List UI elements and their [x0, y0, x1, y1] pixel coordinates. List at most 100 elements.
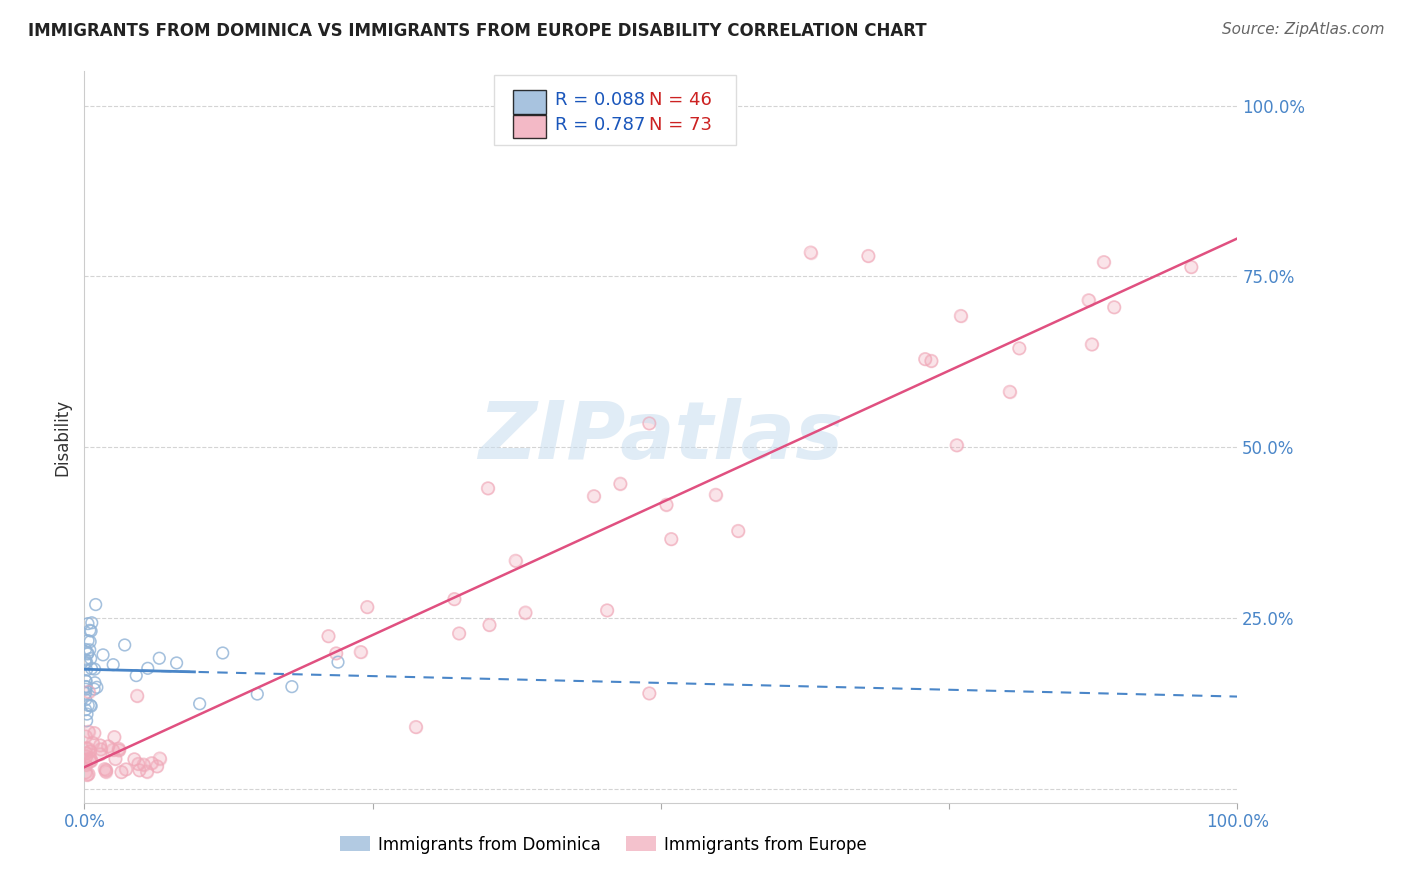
- Point: [945, 438, 967, 452]
- Point: [79, 751, 101, 765]
- Point: [83, 682, 105, 697]
- Point: [79, 624, 101, 638]
- Point: [76, 663, 98, 677]
- Point: [75, 749, 97, 764]
- Point: [75, 656, 97, 670]
- Point: [97, 739, 120, 754]
- Point: [76, 768, 98, 782]
- Point: [1081, 337, 1104, 351]
- Text: R = 0.088: R = 0.088: [555, 92, 645, 110]
- Point: [146, 759, 169, 773]
- Point: [83, 662, 105, 676]
- Point: [103, 657, 124, 672]
- Point: [79, 698, 101, 713]
- Point: [1180, 260, 1202, 274]
- Point: [75, 674, 97, 689]
- Point: [83, 726, 105, 740]
- Point: [141, 756, 163, 771]
- Point: [477, 481, 499, 495]
- Point: [80, 662, 103, 676]
- Point: [609, 476, 631, 491]
- Point: [727, 524, 749, 538]
- Point: [76, 707, 98, 722]
- Point: [132, 757, 155, 772]
- Point: [136, 661, 159, 675]
- Point: [94, 764, 117, 779]
- Point: [326, 655, 349, 669]
- Point: [166, 656, 188, 670]
- Point: [477, 481, 499, 495]
- Text: Source: ZipAtlas.com: Source: ZipAtlas.com: [1222, 22, 1385, 37]
- Point: [83, 662, 105, 676]
- Point: [77, 633, 100, 648]
- Point: [75, 642, 97, 657]
- Point: [114, 763, 136, 777]
- Point: [77, 685, 100, 699]
- Point: [356, 600, 378, 615]
- Point: [75, 680, 97, 694]
- Point: [93, 762, 115, 776]
- Point: [76, 714, 98, 728]
- Point: [515, 606, 537, 620]
- Point: [103, 657, 124, 672]
- Point: [318, 629, 340, 643]
- Point: [79, 634, 101, 648]
- Point: [1081, 337, 1104, 351]
- Point: [447, 626, 470, 640]
- Point: [945, 438, 967, 452]
- Point: [75, 682, 97, 697]
- Point: [75, 680, 97, 694]
- Point: [76, 768, 98, 782]
- Point: [83, 682, 105, 697]
- Point: [75, 653, 97, 667]
- Point: [79, 755, 101, 769]
- Point: [104, 752, 127, 766]
- Point: [124, 752, 146, 766]
- Point: [998, 384, 1021, 399]
- Point: [89, 747, 111, 762]
- Point: [93, 762, 115, 776]
- Point: [211, 646, 233, 660]
- Text: IMMIGRANTS FROM DOMINICA VS IMMIGRANTS FROM EUROPE DISABILITY CORRELATION CHART: IMMIGRANTS FROM DOMINICA VS IMMIGRANTS F…: [28, 22, 927, 40]
- Point: [84, 598, 107, 612]
- Point: [326, 655, 349, 669]
- Point: [80, 699, 103, 714]
- Point: [443, 592, 465, 607]
- Point: [104, 752, 127, 766]
- Point: [77, 616, 100, 631]
- Point: [79, 755, 101, 769]
- Point: [114, 638, 136, 652]
- Point: [1102, 300, 1125, 314]
- Point: [89, 747, 111, 762]
- Point: [94, 764, 117, 778]
- Point: [800, 245, 823, 260]
- Point: [136, 661, 159, 675]
- Point: [76, 647, 98, 661]
- Point: [75, 673, 97, 688]
- Point: [1008, 342, 1031, 356]
- Point: [75, 730, 97, 744]
- Point: [704, 488, 727, 502]
- Point: [89, 739, 111, 753]
- Point: [77, 767, 100, 781]
- Point: [124, 752, 146, 766]
- Point: [1092, 255, 1115, 269]
- Point: [90, 742, 112, 756]
- Point: [75, 703, 97, 717]
- Point: [638, 417, 661, 431]
- Point: [75, 680, 97, 694]
- Point: [136, 764, 159, 779]
- Point: [356, 600, 378, 615]
- Point: [704, 488, 727, 502]
- Y-axis label: Disability: Disability: [53, 399, 72, 475]
- Point: [478, 618, 501, 632]
- Point: [83, 675, 105, 690]
- Text: R = 0.787: R = 0.787: [555, 116, 645, 135]
- Point: [91, 648, 114, 662]
- Point: [127, 756, 149, 771]
- Point: [800, 245, 823, 260]
- Point: [136, 764, 159, 779]
- Point: [76, 714, 98, 728]
- Point: [89, 739, 111, 753]
- Point: [77, 741, 100, 756]
